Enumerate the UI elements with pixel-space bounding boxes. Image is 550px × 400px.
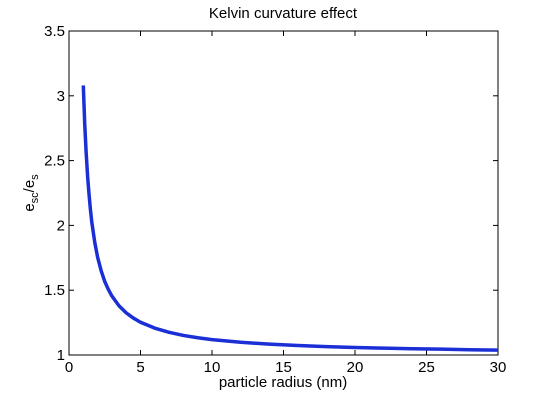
plot-frame [68,30,499,356]
y-axis-label-separator: /e [21,180,38,193]
x-tick-label: 0 [65,359,73,376]
y-axis-label-subscript-2: s [29,174,41,180]
y-tick-label: 2.5 [44,153,65,170]
chart-title: Kelvin curvature effect [209,5,358,22]
y-tick-label: 2 [57,217,65,234]
x-tick-labels: 0 5 10 15 20 25 30 [65,359,507,376]
x-tick-label: 30 [490,359,507,376]
x-tick-label: 20 [347,359,364,376]
y-tick-label: 3 [57,88,65,105]
x-axis-label: particle radius (nm) [219,374,347,391]
y-tick-label: 3.5 [44,23,65,40]
x-tick-label: 15 [275,359,292,376]
y-axis-label-subscript-1: sc [29,192,41,204]
y-axis-label: esc/es [21,174,41,212]
y-tick-label: 1 [57,347,65,364]
x-tick-label: 10 [204,359,221,376]
y-tick-labels: 1 1.5 2 2.5 3 3.5 [44,23,65,364]
x-tick-label: 25 [418,359,435,376]
tick-marks [68,30,499,356]
y-tick-label: 1.5 [44,282,65,299]
series-line [81,85,499,352]
y-axis-label-base: e [21,203,38,211]
series-layer [81,85,499,352]
x-tick-label: 5 [136,359,144,376]
plot-area: 0 5 10 15 20 25 30 1 1.5 2 2.5 3 3.5 [44,23,506,376]
